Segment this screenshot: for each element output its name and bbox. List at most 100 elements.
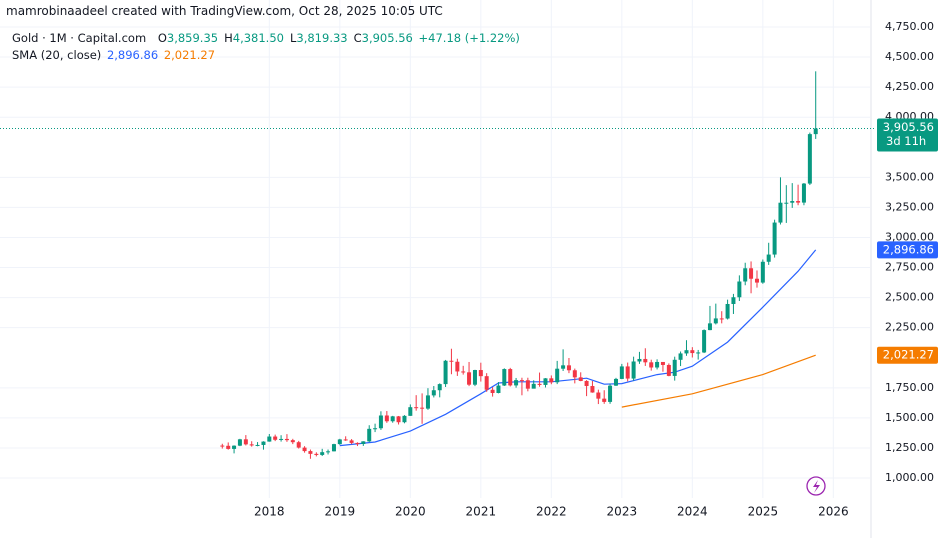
candle-body [425,395,430,409]
candle-body [660,361,665,365]
candle-body [549,378,554,383]
candle-body [525,380,530,389]
candle-body [754,278,759,283]
candle-body [766,254,771,262]
candle-body [226,445,231,449]
candle-body [796,201,801,203]
candle-body [596,392,601,399]
candle-body [737,281,742,298]
y-tick-label: 1,000.00 [885,471,934,484]
candle-body [261,441,266,445]
candle-body [696,352,701,354]
candle-body [672,359,677,376]
candle-body [637,358,642,362]
ohlc-key: L [289,31,297,45]
x-tick-label: 2019 [325,505,356,519]
candle-body [537,383,542,385]
candle-body [566,365,571,371]
candle-body [807,134,812,184]
candle-body [461,371,466,373]
candle-body [619,366,624,379]
candle-body [502,369,507,386]
candle-body [467,372,472,385]
candle-body [484,376,489,390]
candle-body [284,438,289,441]
candle-body [702,330,707,353]
candle-body [290,440,295,443]
candle-body [643,358,648,363]
candle-body [625,366,630,379]
y-tick-label: 4,750.00 [885,20,934,33]
candle-body [402,415,407,423]
candle-body [378,415,383,429]
candle-body [478,370,483,377]
candle-body [384,415,389,422]
x-tick-label: 2024 [677,505,708,519]
candle-body [308,451,313,454]
candle-body [455,361,460,372]
symbol-legend: Gold · 1M · Capital.com O3,859.35 H4,381.… [12,31,522,45]
candle-body [355,442,360,444]
price-label-box [877,346,938,364]
candle-body [490,389,495,393]
candle-body [578,377,583,381]
candle-body [602,398,607,402]
candle-body [678,353,683,360]
candle-body [320,452,325,455]
candle-body [249,444,254,446]
candle-body [420,407,425,409]
y-tick-label: 4,500.00 [885,50,934,63]
candle-body [731,297,736,304]
y-tick-label: 3,250.00 [885,200,934,213]
candle-body [649,362,654,368]
candle-body [608,385,613,402]
candle-body [760,261,765,283]
candle-body [437,384,442,391]
candle-body [508,369,513,386]
y-tick-label: 4,250.00 [885,80,934,93]
candle-body [613,378,618,386]
candle-body [690,350,695,354]
price-label: 2,896.86 [883,242,934,256]
y-tick-label: 1,500.00 [885,411,934,424]
ohlc-label: 3,819.33 [296,31,348,45]
x-tick-label: 2023 [607,505,638,519]
candle-body [396,416,401,423]
symbol: Gold · 1M · Capital.com [12,31,147,45]
ohlc-key: O [157,31,167,45]
candle-body [408,407,413,416]
candle-body [349,440,354,443]
ohlc-key: C [353,31,362,45]
candle-body [367,428,372,442]
candle-body [373,428,378,430]
x-tick-label: 2020 [395,505,426,519]
ohlc-label: 3,859.35 [166,31,219,45]
event-icon-bolt [813,480,820,493]
candle-body [472,370,477,385]
y-tick-label: 3,500.00 [885,170,934,183]
candle-body [572,370,577,378]
candle-body [273,436,278,440]
candle-body [719,318,724,320]
candle-body [666,364,671,376]
candle-body [555,368,560,383]
y-tick-label: 2,750.00 [885,261,934,274]
indicator-name: SMA (20, close) [12,48,102,62]
x-tick-label: 2021 [466,505,497,519]
candle-body [801,183,806,203]
last-price-label: 3,905.56 [883,120,934,134]
y-tick-label: 1,250.00 [885,441,934,454]
y-tick-label: 2,250.00 [885,321,934,334]
ohlc: O3,859.35 H4,381.50 L3,819.33 C3,905.56 [152,31,413,45]
candle-body [449,360,454,362]
candle-body [496,385,501,393]
candle-body [584,380,589,387]
candle-body [778,202,783,223]
candle-body [684,350,689,354]
candle-body [279,438,284,440]
candle-body [361,441,366,444]
x-tick-label: 2022 [536,505,567,519]
candle-body [813,128,818,135]
y-tick-label: 2,500.00 [885,291,934,304]
